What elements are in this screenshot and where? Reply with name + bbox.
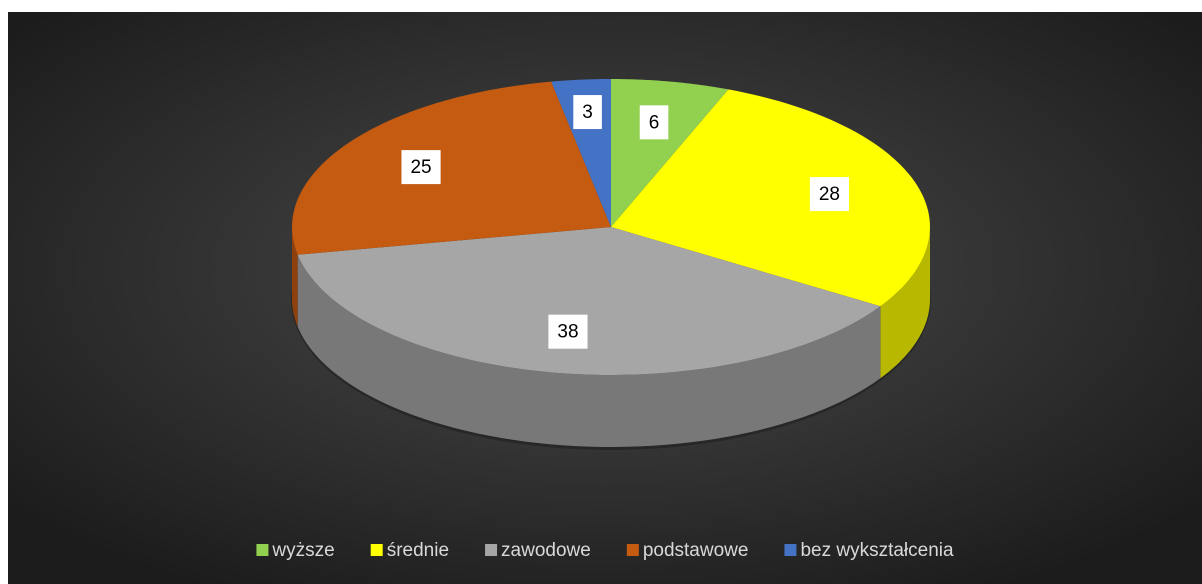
legend-label: zawodowe	[501, 540, 591, 561]
data-label: 6	[649, 112, 660, 133]
data-label-box	[548, 314, 588, 349]
pie-side	[880, 227, 930, 379]
data-label-box	[401, 150, 441, 185]
pie-side	[297, 254, 881, 447]
pie-slice	[292, 81, 611, 255]
legend-swatch	[784, 544, 797, 556]
legend-swatch	[256, 544, 269, 556]
data-label-box	[639, 105, 669, 140]
legend-label: średnie	[387, 540, 449, 561]
data-label-box	[809, 177, 850, 212]
data-label: 3	[582, 102, 593, 123]
data-label: 38	[557, 322, 578, 343]
data-label: 25	[410, 157, 431, 178]
legend-swatch	[626, 544, 639, 556]
legend-label: wyższe	[271, 540, 334, 561]
pie-side	[292, 227, 298, 327]
legend-swatch	[370, 544, 383, 556]
pie-slice	[611, 89, 930, 307]
data-label: 28	[819, 184, 840, 205]
legend-label: bez wykształcenia	[800, 540, 954, 561]
legend-swatch	[485, 544, 498, 556]
data-label-box	[573, 95, 602, 130]
legend-label: podstawowe	[643, 540, 749, 561]
pie-slice	[297, 227, 881, 375]
